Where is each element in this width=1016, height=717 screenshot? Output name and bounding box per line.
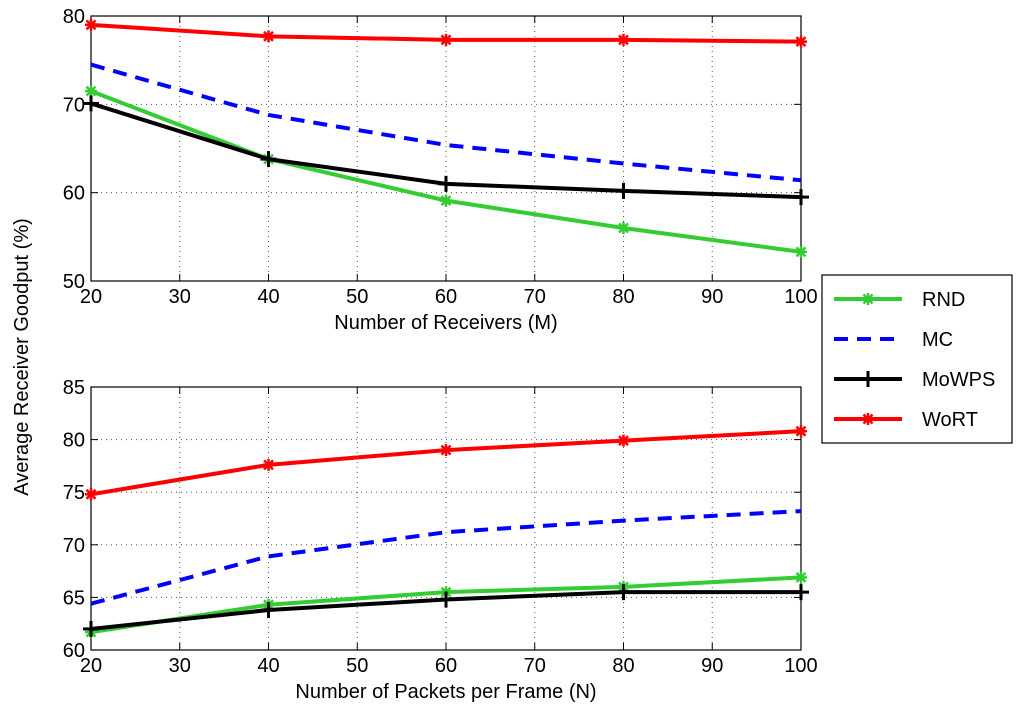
y-tick-label: 85 [63,377,85,399]
y-tick-label: 60 [63,640,85,662]
data-point [85,488,97,501]
data-point [617,33,630,46]
y-tick-label: 70 [63,94,85,116]
y-axis-label: Average Receiver Goodput (%) [11,218,33,496]
y-tick-label: 80 [63,430,85,452]
series-mc [90,509,802,606]
data-point [260,151,277,168]
x-tick-label: 100 [784,655,817,677]
data-point [438,591,454,608]
data-point [260,602,277,619]
data-point [83,620,99,637]
data-point [440,444,452,457]
y-tick-label: 70 [63,535,85,557]
y-tick-label: 80 [63,6,85,28]
series-wort [85,425,807,501]
y-tick-label: 75 [63,482,85,504]
legend-marker [862,413,874,425]
x-tick-label: 40 [257,286,279,308]
data-point [85,85,97,98]
legend-label: RND [922,289,965,311]
data-point [793,584,809,601]
x-tick-label: 60 [435,286,457,308]
x-tick-label: 60 [435,655,457,677]
data-point [438,175,454,192]
legend-entry-mowps: MoWPS [834,369,995,391]
series-wort [85,18,807,48]
x-axis-label: Number of Packets per Frame (N) [295,681,596,703]
data-point [617,222,630,234]
series-mowps [83,584,809,637]
x-tick-label: 100 [784,286,817,308]
y-tick-label: 65 [63,587,85,609]
x-tick-label: 80 [612,286,634,308]
legend: RND MC MoWPS WoRT [821,274,1013,444]
y-tick-label: 50 [63,271,85,293]
x-tick-label: 70 [524,286,546,308]
series-mc [90,62,802,183]
x-tick-label: 90 [701,655,723,677]
x-tick-label: 30 [169,655,191,677]
data-point [83,95,99,112]
data-point [262,458,275,471]
data-point [440,33,452,46]
data-point [615,584,632,601]
x-axis-label: Number of Receivers (M) [334,312,557,334]
y-tick-label: 60 [63,183,85,205]
legend-label: MoWPS [922,369,995,391]
legend-marker [860,371,876,387]
data-point [795,425,807,438]
series-line-mc [90,62,802,183]
data-point [262,30,275,43]
top-subplot: 20 30 40 50 60 70 80 90 100 50 60 70 80 Number of Rec… [63,6,818,334]
data-point [615,182,632,199]
legend-label: MC [922,329,953,351]
x-tick-label: 40 [257,655,279,677]
legend-entry-rnd: RND [834,289,965,311]
x-tick-label: 20 [80,655,102,677]
data-point [795,571,807,584]
data-point [795,245,807,258]
data-point [617,434,630,447]
legend-marker [862,293,874,305]
legend-entry-wort: WoRT [834,409,978,431]
series-mowps [83,95,809,206]
x-tick-label: 50 [346,286,368,308]
data-point [85,18,97,31]
legend-box [821,274,1013,444]
bottom-subplot: 20 30 40 50 60 70 80 90 100 60 65 70 75 80 85 Number of… [63,377,818,703]
x-tick-label: 70 [524,655,546,677]
x-tick-label: 90 [701,286,723,308]
legend-label: WoRT [922,409,978,431]
data-point [795,35,807,48]
grid [91,16,801,281]
x-tick-label: 20 [80,286,102,308]
x-tick-label: 80 [612,655,634,677]
legend-entry-mc: MC [834,329,953,351]
data-point [440,194,452,207]
x-tick-label: 50 [346,655,368,677]
series-line-mc [90,509,802,606]
data-point [793,189,809,206]
x-tick-label: 30 [169,286,191,308]
